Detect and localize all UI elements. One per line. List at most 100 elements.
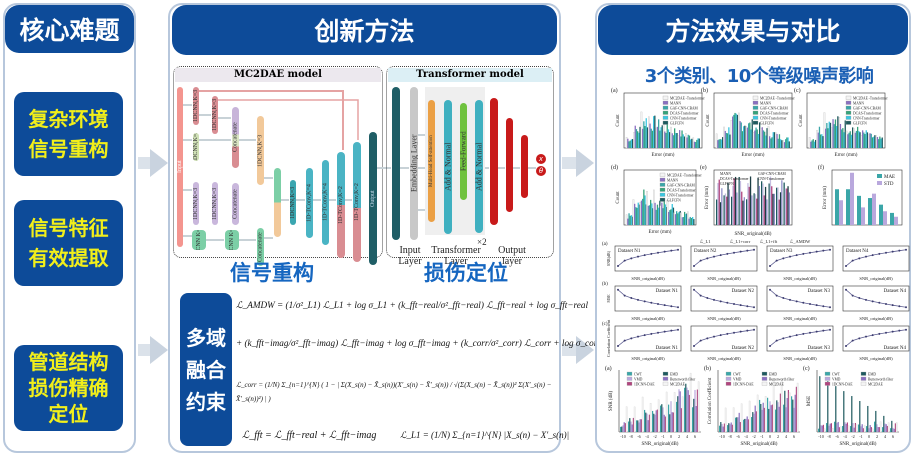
block-1dcnn-k3-f: 1DCNN,K=3	[290, 180, 296, 225]
histogram-bar	[842, 128, 844, 148]
data-point	[623, 259, 626, 262]
histogram-bar	[810, 141, 812, 148]
data-point	[865, 255, 867, 258]
data-point	[845, 345, 847, 347]
error-bar	[776, 187, 778, 225]
legend-swatch	[761, 371, 768, 376]
histogram-bar	[634, 125, 636, 148]
histogram-bar	[646, 127, 649, 148]
comparison-bar	[827, 381, 829, 432]
legend-entry: ℒ_L1+corr	[730, 239, 751, 244]
legend-entry: ℒ_AMDW	[790, 239, 811, 244]
panel-label: (a)	[602, 242, 608, 247]
legend-entry: MC2DAE -Transformer	[670, 96, 706, 100]
comparison-bar	[737, 417, 739, 432]
legend-swatch	[824, 376, 831, 381]
comparison-bar	[871, 428, 874, 433]
comparison-bar	[622, 425, 624, 432]
data-point	[865, 335, 867, 338]
legend-swatch	[626, 381, 633, 386]
y-axis-label: Count	[616, 191, 621, 204]
metric-line-chart: Dataset N4 SNR_original(dB)	[842, 325, 910, 361]
flow-arrow-shaft	[562, 344, 576, 356]
histogram-bar	[687, 134, 689, 148]
plot-frame	[842, 245, 910, 272]
error-bar	[783, 182, 785, 225]
comparison-bar	[620, 426, 622, 432]
histogram-bar	[881, 137, 883, 148]
comparison-bar	[731, 424, 733, 432]
x-tick-label: 4	[884, 434, 887, 439]
comparison-bar	[777, 402, 779, 432]
error-bar	[723, 195, 725, 225]
x-tick-label: -2	[653, 434, 657, 439]
data-point	[851, 259, 854, 262]
comparison-bar	[822, 424, 824, 432]
legend-swatch	[845, 120, 852, 125]
histogram-bar	[773, 132, 776, 148]
histogram-bar	[776, 133, 778, 148]
histogram-bar	[659, 130, 661, 148]
histogram-bar	[837, 116, 839, 148]
legend-entry: Butterworth filter	[769, 377, 795, 381]
comparison-bar	[879, 421, 882, 433]
comparison-bar	[661, 404, 663, 432]
data-point	[885, 331, 887, 334]
error-bar	[772, 193, 774, 225]
comparison-bar	[852, 423, 854, 432]
histogram-bar	[869, 133, 871, 148]
histogram-bar	[715, 133, 718, 149]
comparison-bar	[730, 422, 732, 432]
histogram-bar	[656, 204, 659, 225]
block-1dcnn-k5: 1DCNN,K=5	[193, 133, 199, 161]
comparison-bar	[739, 422, 741, 432]
label-damage-localization: 损伤定位	[424, 261, 508, 285]
histogram-bar	[832, 119, 834, 148]
block-multi-head-attention: Multi-Head Self-attention	[428, 100, 435, 222]
block-1d-tconv-k4-a: 1D-TConv,K=4	[306, 168, 313, 238]
histogram-bar	[858, 131, 860, 148]
mae-bar	[890, 212, 894, 225]
comparison-bar	[655, 410, 657, 432]
histogram-bar	[669, 210, 671, 225]
data-point	[650, 252, 653, 255]
data-point	[693, 345, 695, 347]
data-point	[719, 300, 722, 303]
legend-swatch	[752, 110, 759, 115]
denoising-comparison-chart: (a)SNR (dB)SNR_original(dB)-10 -8 -6 -4 -2 -1…	[605, 365, 701, 447]
histogram-bar	[634, 203, 636, 225]
error-bar	[766, 199, 768, 225]
legend-entry: 1DCNN-DAE	[634, 382, 655, 386]
histogram-bar	[736, 114, 739, 148]
histogram-bar	[662, 121, 665, 149]
comparison-bar	[785, 407, 787, 432]
data-point	[657, 331, 659, 334]
histogram-bar	[818, 126, 821, 148]
y-axis-label: Count	[799, 114, 804, 127]
comparison-bar	[783, 404, 785, 432]
x-axis-label: SNR_original(dB)	[859, 356, 893, 361]
block-add-normal-2: Add & Normal	[475, 100, 483, 233]
data-point	[809, 303, 811, 306]
block-add-normal-1: Add & Normal	[444, 100, 452, 234]
histogram-bar	[880, 138, 882, 148]
histogram-bar	[828, 121, 830, 148]
histogram-bar	[732, 116, 734, 148]
histogram-bar	[683, 136, 686, 148]
legend-swatch	[659, 197, 666, 202]
data-point	[789, 255, 791, 258]
data-point	[670, 249, 673, 252]
histogram-bar	[771, 137, 773, 148]
legend-entry: GLFCFN	[670, 121, 684, 125]
data-point	[829, 248, 831, 251]
histogram-bar	[852, 127, 854, 148]
legend-entry: EMD	[868, 372, 876, 376]
data-point	[637, 298, 639, 301]
histogram-bar	[744, 125, 746, 148]
series-line	[845, 249, 907, 267]
comparison-bar	[680, 408, 682, 432]
legend-swatch	[761, 381, 768, 386]
histogram-bar	[691, 138, 693, 148]
legend-swatch	[845, 100, 852, 105]
comparison-bar	[629, 418, 631, 432]
